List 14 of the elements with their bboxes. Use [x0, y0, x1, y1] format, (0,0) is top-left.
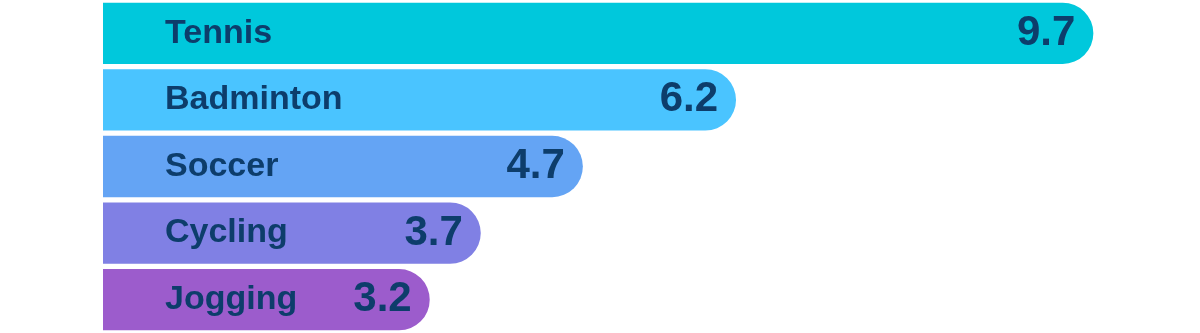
- y-tick-label: Soccer: [165, 144, 279, 183]
- data-label: 3.7: [404, 206, 463, 254]
- y-tick-label: Badminton: [165, 78, 343, 117]
- data-label: 9.7: [1016, 6, 1076, 54]
- bar: [103, 2, 1094, 64]
- bar: [103, 202, 481, 264]
- data-label: 6.2: [659, 73, 719, 121]
- bar: [103, 135, 583, 198]
- data-label: 4.7: [506, 140, 565, 188]
- y-tick-label: Jogging: [165, 278, 298, 317]
- data-label: 3.2: [353, 273, 412, 321]
- y-tick-label: Cycling: [165, 211, 288, 250]
- bar: [103, 69, 737, 131]
- y-tick-label: Tennis: [165, 11, 273, 50]
